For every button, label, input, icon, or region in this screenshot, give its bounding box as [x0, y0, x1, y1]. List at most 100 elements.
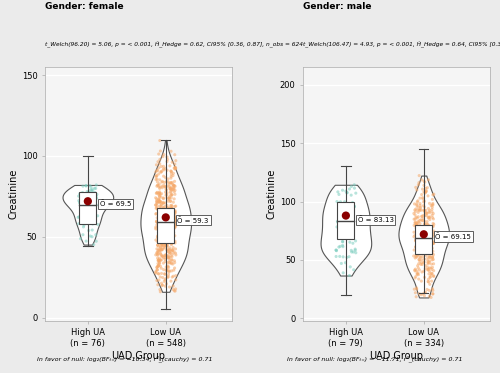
Point [160, 229, 168, 235]
Point [428, 206, 436, 212]
Point [156, 209, 164, 215]
Point [424, 234, 432, 240]
Point [428, 264, 436, 270]
Point [426, 274, 434, 280]
Point [422, 229, 430, 235]
Point [78, 216, 86, 222]
Point [166, 189, 174, 195]
Point [170, 199, 177, 205]
Point [410, 229, 418, 235]
Point [347, 232, 355, 238]
Point [164, 233, 172, 239]
Point [429, 224, 437, 230]
Point [162, 267, 170, 273]
Point [168, 159, 176, 165]
Point [418, 291, 426, 297]
Point [168, 268, 175, 274]
Point [154, 263, 162, 269]
Point [350, 267, 358, 273]
Point [80, 198, 88, 204]
Point [170, 185, 178, 191]
Point [420, 224, 428, 230]
Point [87, 184, 95, 190]
Point [164, 255, 172, 261]
Text: Gender: female: Gender: female [45, 2, 124, 11]
X-axis label: UAD.Group: UAD.Group [112, 351, 166, 361]
Point [172, 165, 179, 171]
Point [158, 213, 166, 219]
Point [342, 260, 349, 266]
Point [167, 250, 175, 256]
Point [164, 156, 172, 162]
Point [159, 230, 167, 236]
Point [171, 187, 179, 193]
Point [424, 260, 432, 266]
Point [424, 279, 432, 285]
Point [80, 201, 88, 207]
Point [164, 228, 172, 234]
Point [430, 273, 438, 279]
Point [426, 229, 434, 235]
Point [164, 253, 172, 259]
Point [156, 247, 164, 253]
Point [159, 236, 167, 242]
Point [346, 239, 354, 245]
Point [171, 238, 179, 244]
Point [160, 279, 168, 285]
Point [428, 202, 436, 208]
Point [414, 247, 422, 253]
Point [162, 251, 170, 257]
Point [155, 241, 163, 247]
Point [156, 209, 164, 215]
Point [416, 217, 424, 223]
Point [156, 221, 164, 227]
Point [163, 247, 171, 253]
Point [430, 222, 438, 228]
Point [423, 286, 431, 292]
Point [161, 258, 169, 264]
Point [426, 228, 434, 233]
Point [157, 194, 165, 200]
Point [164, 241, 172, 247]
Point [162, 207, 170, 213]
Point [154, 267, 162, 273]
Point [90, 203, 98, 209]
Point [412, 290, 420, 296]
Point [342, 207, 350, 213]
Point [168, 231, 176, 236]
Point [164, 229, 172, 235]
Point [152, 224, 160, 230]
Point [154, 219, 162, 225]
Point [167, 169, 175, 175]
Point [152, 252, 160, 258]
Point [160, 233, 168, 239]
Point [162, 237, 170, 243]
Point [166, 185, 174, 191]
Point [423, 249, 431, 255]
Point [429, 291, 437, 297]
Point [171, 233, 179, 239]
Point [160, 182, 168, 188]
Point [164, 272, 172, 278]
Point [164, 255, 172, 261]
Point [82, 183, 90, 189]
Point [336, 253, 344, 259]
Point [416, 217, 424, 223]
Point [336, 199, 344, 205]
Point [165, 232, 173, 238]
Point [418, 238, 426, 244]
Point [154, 227, 162, 233]
Point [155, 246, 163, 252]
Point [413, 201, 421, 207]
Point [420, 221, 428, 227]
Point [80, 224, 88, 230]
Point [162, 213, 170, 219]
Point [166, 206, 173, 212]
Point [162, 175, 170, 181]
Point [158, 270, 166, 276]
Point [152, 177, 160, 183]
Point [171, 211, 179, 217]
Point [418, 260, 426, 266]
Point [339, 216, 347, 222]
Point [345, 254, 353, 260]
